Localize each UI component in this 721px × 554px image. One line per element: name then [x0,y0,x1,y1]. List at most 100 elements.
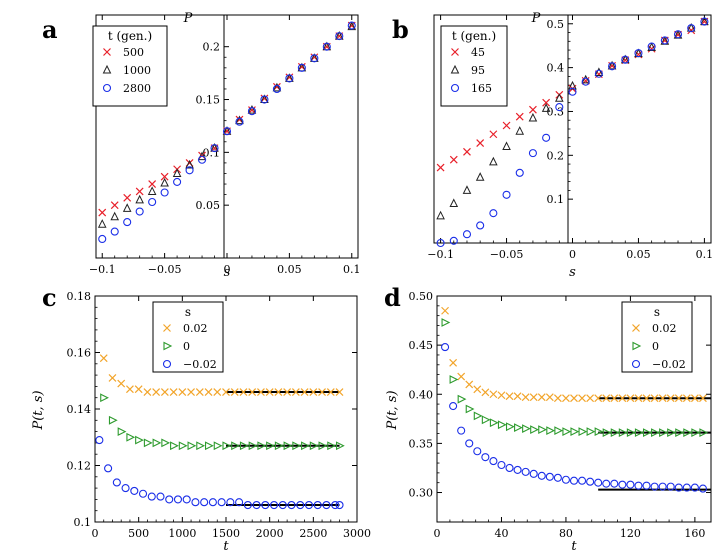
series-−0.02 [441,343,711,493]
legend-entry: 2800 [123,82,151,95]
data-point [318,388,326,396]
data-point [528,149,537,158]
data-point [160,172,169,181]
data-point [462,230,472,239]
y-tick-label: 0.45 [409,339,434,352]
data-point [110,211,120,221]
x-axis-label: t [571,539,577,554]
data-point [285,74,294,83]
data-point [283,388,292,396]
data-point [126,432,136,442]
data-point [667,428,676,437]
data-point [130,486,139,495]
y-tick-label: 0.05 [196,199,221,212]
panel-c: 0 500 1000 1500 2000 2500 3000 0.1 0.12 0.14 0.16 0… [31,283,371,554]
data-point [322,42,331,51]
data-point [222,388,230,396]
data-point [98,234,107,244]
data-point [122,203,132,212]
data-point [170,441,179,451]
legend-marker [632,341,642,351]
data-point [515,168,524,177]
x-tick-label: 0 [569,248,576,261]
data-point [594,478,603,487]
data-point [156,492,165,501]
data-point [581,77,590,86]
data-point [502,121,511,130]
data-point [642,481,651,490]
y-tick-label: 0.3 [547,105,565,118]
data-point [178,388,187,396]
data-point [99,354,108,363]
legend-title: s [185,305,191,319]
series-0.02 [441,306,711,403]
y-tick-label: 0.16 [67,347,92,360]
data-point [441,343,450,352]
x-tick-label: −0.1 [89,263,116,276]
legend-entry: 0.02 [183,322,208,335]
data-point [674,394,683,403]
data-point [568,80,577,90]
data-point [537,471,546,480]
data-point [699,428,709,437]
data-point [489,418,499,428]
data-point [123,218,132,227]
data-point [538,425,547,435]
data-point [436,238,445,248]
series-1000 [97,21,357,228]
data-point [147,186,157,195]
data-point [505,392,514,401]
data-point [449,155,458,164]
data-point [489,130,498,139]
data-point [287,500,296,510]
series-0 [100,393,345,451]
data-point [300,388,309,396]
data-point [465,439,474,448]
data-point [261,500,270,510]
data-point [489,156,498,166]
series-165 [436,17,709,248]
data-point [562,427,572,436]
y-tick-label: 0.15 [196,94,221,107]
legend-box [92,25,168,107]
data-point [626,428,636,437]
data-point [618,394,627,403]
data-point [200,498,209,507]
data-point [555,93,564,102]
data-point [222,441,232,451]
data-point [650,394,659,403]
x-tick-label: 3000 [343,527,371,540]
x-tick-label: 0.1 [696,248,714,261]
data-point [272,84,281,94]
legend-marker [451,48,459,56]
legend-marker [102,83,112,93]
data-point [528,112,538,122]
data-point [248,106,256,115]
data-point [169,388,178,396]
data-point [185,159,194,169]
legend-entry: 0 [652,340,659,353]
data-point [331,500,340,510]
data-point [602,394,611,403]
y-tick-label: 0.18 [67,290,92,303]
data-point [135,187,144,196]
legend-box [152,301,224,373]
data-point [449,198,459,208]
data-point [231,441,240,451]
legend-marker [103,48,111,56]
data-point [513,465,522,474]
legend-marker [102,64,112,74]
data-point [515,112,524,121]
data-point [100,393,109,403]
data-point [230,388,239,396]
data-point [594,394,603,403]
legend-title: s [654,305,660,319]
legend-marker [163,324,171,332]
y-axis-label: P(t, s) [385,390,400,430]
data-point [691,428,701,437]
panel-letter: a [42,15,58,44]
data-point [269,500,279,510]
data-point [210,144,219,153]
data-point [570,394,578,403]
